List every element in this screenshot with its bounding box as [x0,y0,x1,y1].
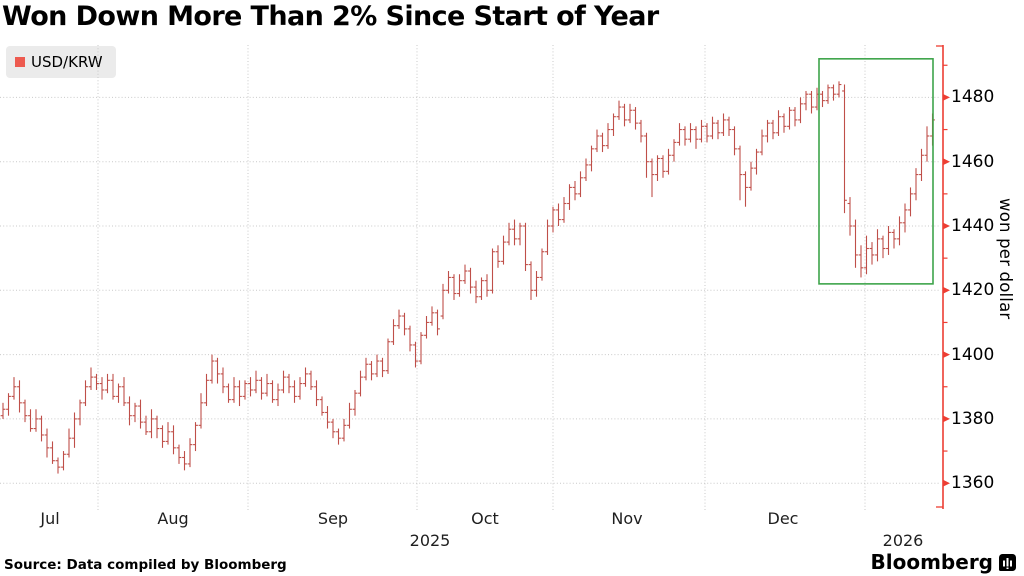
legend: USD/KRW [6,46,116,78]
x-axis-month-label: Nov [611,509,643,528]
x-axis-month-label: Jul [40,509,60,528]
y-axis-tick-label: 1480 [951,87,995,108]
y-axis-tick-label: 1460 [951,151,995,172]
y-axis-tick-label: 1420 [951,280,995,301]
chart-title: Won Down More Than 2% Since Start of Yea… [2,1,659,32]
x-axis-year-label: 2025 [409,531,451,550]
x-axis-month-label: Dec [767,509,799,528]
x-axis-month-label: Oct [471,509,499,528]
y-axis-tick-label: 1380 [951,408,995,429]
y-axis-tick-label: 1440 [951,216,995,236]
bloomberg-logo: Bloomberg [871,550,1016,574]
legend-swatch-icon [15,57,25,67]
y-axis-title: won per dollar [996,198,1015,320]
bloomberg-terminal-icon [999,553,1016,571]
x-axis-month-label: Aug [157,509,189,528]
x-axis-year-label: 2026 [882,531,924,550]
y-axis-tick-label: 1360 [951,473,995,494]
source-note: Source: Data compiled by Bloomberg [4,557,287,573]
legend-label: USD/KRW [31,53,103,71]
bloomberg-wordmark: Bloomberg [870,550,993,574]
x-axis-month-label: Sep [317,509,349,528]
y-axis-tick-label: 1400 [951,344,995,365]
